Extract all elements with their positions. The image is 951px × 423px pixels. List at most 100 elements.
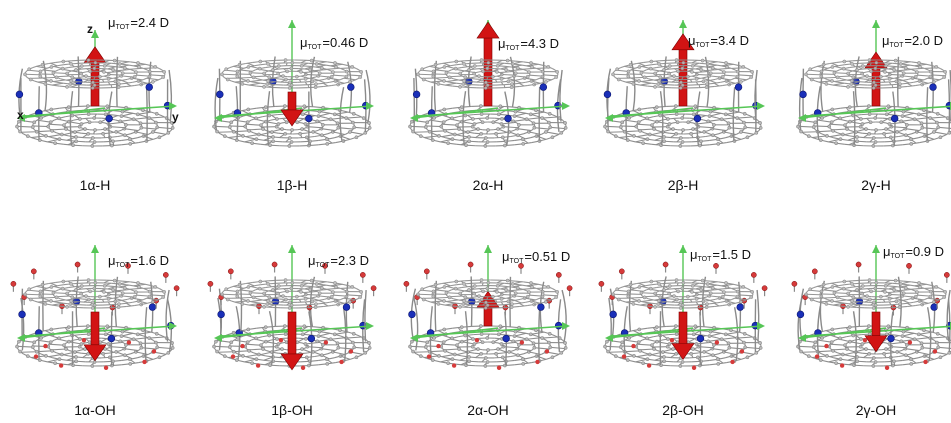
oxygen-atom	[855, 261, 862, 268]
oxygen-atom	[370, 285, 377, 292]
compound-label: 1α-OH	[74, 402, 116, 418]
nitrogen-atom	[347, 83, 355, 91]
oxygen-atom	[33, 354, 39, 359]
oxygen-atom	[43, 343, 48, 349]
mu-subscript: TOT	[115, 262, 130, 269]
oxygen-atom	[519, 340, 525, 345]
oxygen-atom	[339, 359, 344, 365]
dipole-value: =3.4 D	[710, 33, 750, 48]
oxygen-atom	[322, 263, 328, 269]
oxygen-atom	[227, 268, 234, 275]
nitrogen-atom	[799, 90, 807, 99]
oxygen-atom	[30, 268, 37, 275]
oxygen-atom	[932, 349, 938, 354]
oxygen-atom	[142, 359, 147, 365]
mu-subscript: TOT	[890, 253, 905, 260]
nitrogen-atom	[217, 310, 225, 319]
nitrogen-atom	[307, 334, 316, 343]
oxygen-atom	[436, 343, 441, 349]
dipole-value: =0.46 D	[322, 35, 369, 50]
dipole-moment-label: μTOT=1.6 D	[108, 253, 169, 269]
nitrogen-atom	[539, 83, 548, 91]
nitrogen-atom	[15, 90, 24, 99]
oxygen-atom	[518, 263, 524, 269]
dipole-arrow	[864, 311, 888, 353]
oxygen-atom	[240, 343, 245, 349]
axis-label-x: x	[17, 108, 24, 122]
oxygen-atom	[907, 340, 913, 345]
dipole-value: =2.3 D	[330, 253, 370, 268]
oxygen-atom	[943, 272, 950, 278]
oxygen-atom	[814, 354, 820, 359]
dipole-moment-label: μTOT=2.0 D	[882, 33, 943, 49]
oxygen-atom	[496, 365, 502, 370]
oxygen-atom	[662, 261, 669, 268]
nitrogen-atom	[609, 310, 617, 319]
oxygen-atom	[631, 343, 636, 349]
oxygen-atom	[791, 280, 798, 287]
mu-subscript: TOT	[695, 42, 710, 49]
dipole-arrow	[671, 311, 695, 361]
nitrogen-atom	[105, 114, 113, 123]
nitrogen-atom	[342, 303, 351, 311]
nitrogen-atom	[145, 83, 153, 91]
oxygen-atom	[824, 343, 829, 349]
xy-axes	[17, 102, 177, 122]
compound-label: 2α-H	[472, 177, 504, 193]
mu-symbol: μ	[882, 33, 890, 48]
nitrogen-atom	[696, 334, 705, 343]
mu-subscript: TOT	[307, 44, 322, 51]
molecule-2α-OH	[403, 245, 573, 370]
oxygen-atom	[359, 272, 366, 278]
oxygen-atom	[923, 359, 928, 365]
nitrogen-atom	[18, 310, 26, 319]
nitrogen-atom	[408, 310, 416, 319]
molecule-2γ-H	[796, 20, 951, 148]
oxygen-atom	[58, 363, 64, 368]
mu-subscript: TOT	[505, 45, 520, 52]
mu-symbol: μ	[502, 249, 510, 264]
oxygen-atom	[10, 280, 17, 287]
axis-label-y: y	[172, 110, 179, 124]
oxygen-atom	[451, 363, 457, 368]
nitrogen-atom	[107, 334, 116, 343]
nitrogen-atom	[929, 83, 937, 91]
mu-subscript: TOT	[509, 258, 524, 265]
dipole-moment-label: μTOT=4.3 D	[498, 36, 559, 52]
oxygen-atom	[474, 338, 480, 343]
oxygen-atom	[713, 263, 719, 269]
dipole-arrow	[280, 311, 304, 371]
axis-label-z: z	[87, 22, 93, 36]
dipole-moment-label: μTOT=2.4 D	[108, 15, 169, 31]
oxygen-atom	[348, 349, 354, 354]
oxygen-atom	[646, 363, 652, 368]
oxygen-atom	[811, 268, 818, 275]
oxygen-atom	[555, 272, 562, 278]
dipole-moment-label: μTOT=0.51 D	[502, 249, 570, 265]
nitrogen-atom	[537, 303, 545, 311]
molecule-1α-OH	[10, 245, 180, 370]
oxygen-atom	[467, 261, 474, 268]
nitrogen-atom	[796, 310, 805, 319]
mu-symbol: μ	[688, 33, 696, 48]
oxygen-atom	[103, 365, 109, 370]
oxygen-atom	[691, 365, 697, 370]
compound-label: 2γ-H	[861, 177, 891, 193]
dipole-value: =2.0 D	[904, 33, 944, 48]
dipole-moment-label: μTOT=0.9 D	[883, 244, 944, 260]
oxygen-atom	[750, 272, 757, 278]
mu-subscript: TOT	[697, 256, 712, 263]
dipole-value: =1.6 D	[130, 253, 170, 268]
nitrogen-atom	[148, 303, 157, 311]
mu-subscript: TOT	[889, 42, 904, 49]
oxygen-atom	[230, 354, 236, 359]
compound-label: 1α-H	[79, 177, 111, 193]
oxygen-atom	[323, 340, 329, 345]
nitrogen-atom	[412, 90, 421, 99]
dipole-arrow	[280, 91, 304, 127]
compound-label: 2α-OH	[467, 402, 509, 418]
oxygen-atom	[714, 340, 720, 345]
mu-symbol: μ	[690, 247, 698, 262]
oxygen-atom	[403, 280, 410, 287]
